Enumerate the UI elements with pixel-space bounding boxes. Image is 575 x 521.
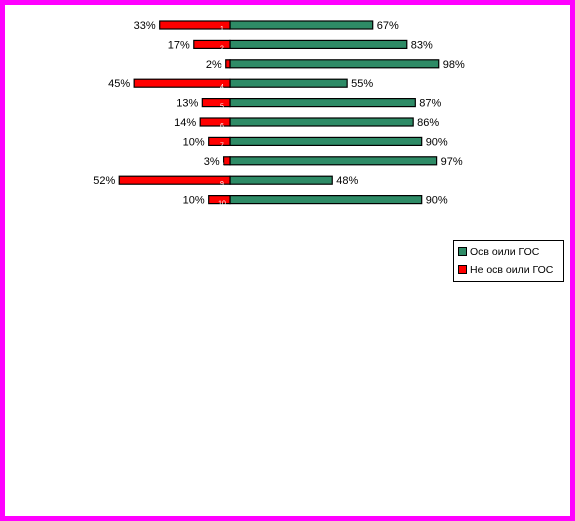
data-label-not-mastered-4: 45% xyxy=(108,78,130,90)
bar-mastered-6 xyxy=(229,117,414,127)
bar-not-mastered-7 xyxy=(208,136,231,146)
bar-mastered-10 xyxy=(229,195,423,205)
bar-not-mastered-1 xyxy=(159,20,231,30)
data-label-mastered-10: 90% xyxy=(426,195,448,207)
bar-mastered-4 xyxy=(229,78,348,88)
data-label-not-mastered-6: 14% xyxy=(174,117,196,129)
legend-item-not-mastered: Не осв оили ГОС xyxy=(458,263,553,277)
data-label-mastered-9: 48% xyxy=(336,175,358,187)
category-label-10: 10 xyxy=(218,201,226,208)
data-label-not-mastered-3: 2% xyxy=(206,59,222,71)
category-label-9: 9 xyxy=(220,181,224,188)
category-label-1: 1 xyxy=(220,26,224,33)
data-label-not-mastered-1: 33% xyxy=(134,20,156,32)
data-label-mastered-8: 97% xyxy=(441,156,463,168)
bar-mastered-2 xyxy=(229,39,408,50)
bar-not-mastered-5 xyxy=(201,97,231,108)
data-label-not-mastered-8: 3% xyxy=(204,156,220,168)
bar-mastered-3 xyxy=(229,59,440,69)
chart-legend: Осв оили ГОС Не осв оили ГОС xyxy=(453,240,564,282)
category-label-5: 5 xyxy=(220,104,224,111)
legend-label-not-mastered: Не осв оили ГОС xyxy=(470,264,554,276)
category-label-3: 3 xyxy=(220,65,224,72)
data-label-not-mastered-9: 52% xyxy=(93,175,115,187)
data-label-mastered-2: 83% xyxy=(411,39,433,51)
legend-label-mastered: Осв оили ГОС xyxy=(470,246,540,258)
bar-not-mastered-10 xyxy=(208,195,231,205)
bar-mastered-5 xyxy=(229,97,416,108)
data-label-mastered-1: 67% xyxy=(377,20,399,32)
bar-not-mastered-2 xyxy=(193,39,231,50)
bar-mastered-7 xyxy=(229,136,423,146)
bar-not-mastered-6 xyxy=(199,117,231,127)
legend-swatch-mastered xyxy=(458,246,467,256)
legend-swatch-not-mastered xyxy=(458,264,467,274)
legend-item-mastered: Осв оили ГОС xyxy=(458,245,539,259)
data-label-not-mastered-2: 17% xyxy=(168,39,190,51)
bar-mastered-1 xyxy=(229,20,374,30)
bar-not-mastered-4 xyxy=(133,78,231,88)
category-label-2: 2 xyxy=(220,45,224,52)
data-label-mastered-5: 87% xyxy=(419,98,441,110)
bar-not-mastered-3 xyxy=(225,59,231,69)
bar-not-mastered-8 xyxy=(223,156,231,166)
data-label-not-mastered-5: 13% xyxy=(176,98,198,110)
bar-not-mastered-9 xyxy=(118,175,231,185)
bar-mastered-9 xyxy=(229,175,333,185)
bar-mastered-8 xyxy=(229,156,438,166)
data-label-mastered-6: 86% xyxy=(417,117,439,129)
data-label-not-mastered-7: 10% xyxy=(183,136,205,148)
data-label-mastered-4: 55% xyxy=(351,78,373,90)
category-label-7: 7 xyxy=(220,142,224,149)
data-label-mastered-3: 98% xyxy=(443,59,465,71)
category-label-8: 8 xyxy=(220,162,224,169)
data-label-mastered-7: 90% xyxy=(426,136,448,148)
category-label-4: 4 xyxy=(220,84,224,91)
category-label-6: 6 xyxy=(220,123,224,130)
data-label-not-mastered-10: 10% xyxy=(183,195,205,207)
